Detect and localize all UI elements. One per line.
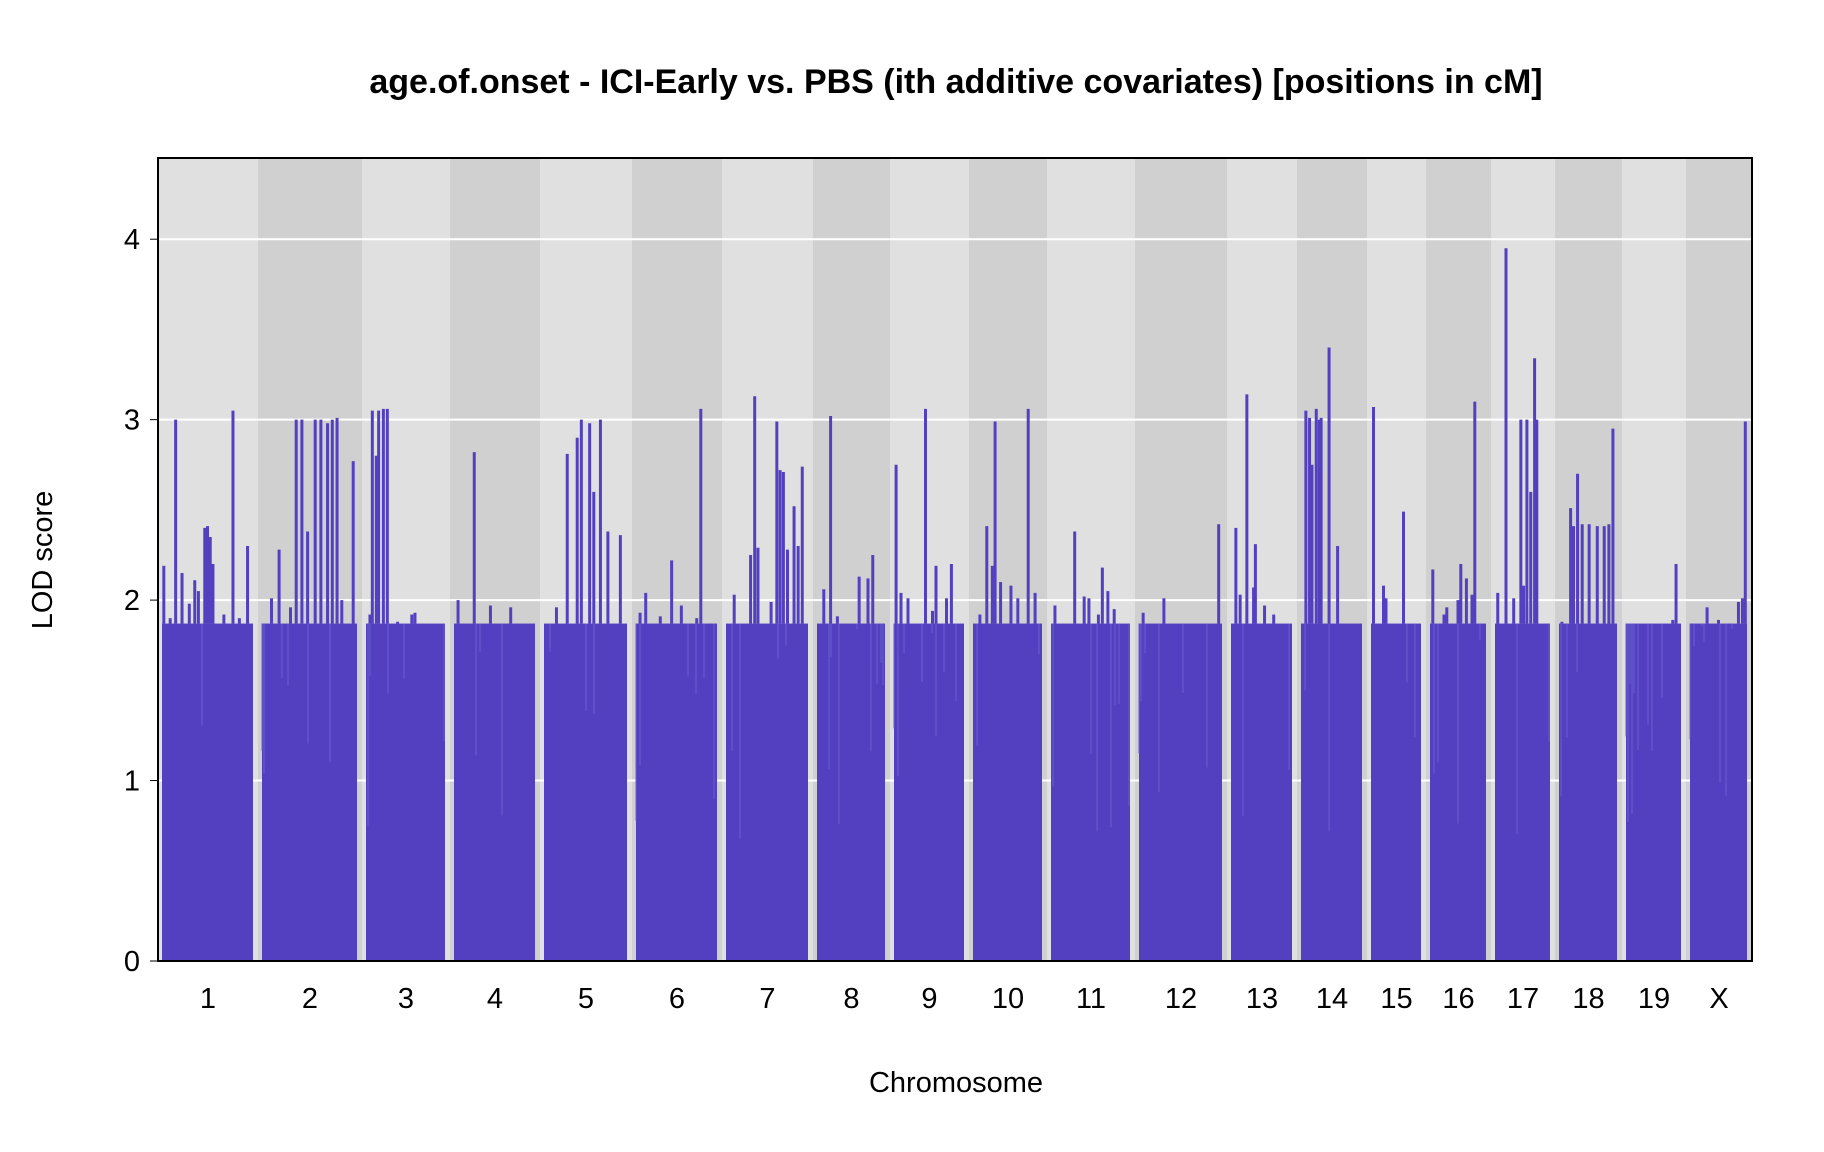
y-tick-label: 0: [124, 946, 140, 978]
series-chr-15: [1371, 407, 1421, 961]
x-tick-label: 3: [398, 983, 414, 1015]
x-tick-label: 13: [1246, 983, 1278, 1015]
baseline-fill: [726, 623, 808, 961]
y-axis-ticks: 0 1 2 3 4: [124, 224, 158, 978]
x-tick-label: 11: [1076, 983, 1106, 1015]
x-tick-label: 5: [578, 983, 594, 1015]
x-tick-label: 19: [1638, 983, 1670, 1015]
baseline-fill: [162, 623, 253, 961]
series-chr-10: [973, 408, 1042, 961]
series-chr-4: [454, 452, 535, 961]
x-tick-label: 4: [487, 983, 503, 1015]
series-chr-14: [1301, 347, 1362, 961]
baseline-fill: [262, 623, 357, 961]
baseline-fill: [1626, 623, 1681, 961]
series-chr-X: [1689, 421, 1747, 961]
y-tick-label: 1: [124, 766, 140, 798]
x-tick-label: 15: [1380, 983, 1412, 1015]
baseline-fill: [894, 623, 964, 961]
y-tick-label: 4: [124, 224, 140, 256]
baseline-fill: [817, 623, 885, 961]
x-tick-label: 9: [921, 983, 937, 1015]
baseline-fill: [1231, 623, 1292, 961]
x-axis-ticks: 1 2 3 4 5 6 7 8 9 10 11 12 13 14 15 16 17 18 19 X: [200, 983, 1729, 1015]
series-chr-17: [1495, 248, 1550, 961]
x-tick-label: 8: [843, 983, 859, 1015]
series-chr-19: [1625, 564, 1681, 961]
series-chr-8: [817, 416, 885, 961]
series-chr-2: [261, 417, 357, 961]
x-tick-label: 14: [1316, 983, 1348, 1015]
chart-title: age.of.onset - ICI-Early vs. PBS (ith ad…: [369, 63, 1542, 101]
x-tick-label: 16: [1442, 983, 1474, 1015]
baseline-fill: [636, 623, 717, 961]
y-tick-label: 3: [124, 405, 140, 437]
series-chr-3: [366, 408, 445, 961]
x-tick-label: 6: [669, 983, 685, 1015]
baseline-fill: [1301, 623, 1362, 961]
x-tick-label: 1: [200, 983, 216, 1015]
x-tick-label: X: [1709, 983, 1728, 1015]
baseline-fill: [973, 623, 1042, 961]
series-chr-9: [893, 408, 964, 961]
x-axis-label: Chromosome: [869, 1067, 1043, 1099]
lod-signal: [162, 248, 1747, 961]
series-chr-7: [726, 396, 808, 961]
x-tick-label: 12: [1165, 983, 1197, 1015]
x-tick-label: 2: [302, 983, 318, 1015]
baseline-fill: [454, 623, 535, 961]
x-tick-label: 17: [1507, 983, 1539, 1015]
series-chr-1: [162, 410, 253, 961]
baseline-fill: [1139, 623, 1222, 961]
x-tick-label: 10: [992, 983, 1024, 1015]
baseline-fill: [366, 623, 445, 961]
series-chr-12: [1138, 524, 1222, 961]
series-chr-5: [544, 419, 627, 961]
series-chr-6: [635, 408, 717, 961]
baseline-fill: [1690, 623, 1747, 961]
series-chr-18: [1559, 428, 1617, 961]
baseline-fill: [1495, 623, 1550, 961]
plot-frame: [157, 157, 1753, 962]
y-axis-label: LOD score: [27, 491, 59, 630]
baseline-fill: [1371, 623, 1421, 961]
x-tick-label: 18: [1572, 983, 1604, 1015]
x-tick-label: 7: [759, 983, 775, 1015]
baseline-fill: [1559, 623, 1617, 961]
y-tick-label: 2: [124, 585, 140, 617]
series-chr-13: [1231, 394, 1292, 961]
series-chr-11: [1051, 531, 1130, 961]
series-chr-16: [1430, 401, 1486, 961]
